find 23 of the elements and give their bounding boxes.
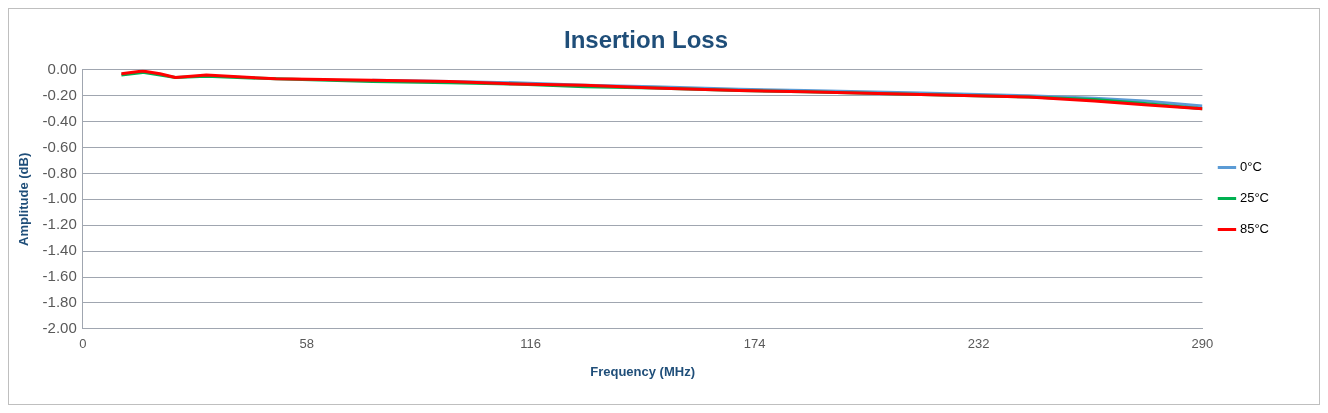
y-tick-label: -0.60 [42,137,77,155]
x-tick-label: 232 [967,336,990,352]
y-tick-label: -1.00 [42,189,77,207]
y-tick-label: -0.20 [42,85,77,103]
y-tick-label: -0.40 [42,111,77,129]
y-tick-label: -1.20 [42,215,77,233]
x-axis-title: Frequency (MHz) [590,363,695,379]
y-tick-label: -0.80 [42,163,77,181]
legend-label: 25°C [1239,190,1269,206]
y-tick-label: -1.40 [42,241,77,259]
x-tick-label: 174 [743,336,766,352]
x-tick-label: 58 [299,336,314,352]
legend-label: 85°C [1239,221,1269,237]
x-tick-label: 116 [520,336,542,352]
legend-label: 0°C [1239,159,1262,175]
chart-title: Insertion Loss [563,26,729,54]
y-tick-label: -1.80 [42,293,77,311]
x-tick-label: 290 [1191,336,1214,352]
y-tick-label: 0.00 [47,59,77,77]
y-tick-label: -2.00 [42,318,77,336]
y-axis-title: Amplitude (dB) [16,152,32,246]
y-tick-label: -1.60 [42,267,77,285]
x-tick-label: 0 [79,336,87,352]
